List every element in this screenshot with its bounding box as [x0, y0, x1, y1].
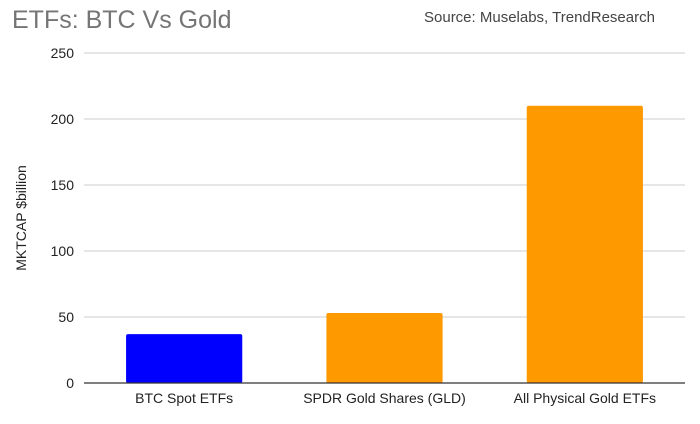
bars: [126, 105, 643, 384]
x-category-label: All Physical Gold ETFs: [514, 390, 656, 406]
y-tick-label: 0: [66, 375, 74, 391]
y-tick-label: 50: [58, 309, 74, 325]
y-tick-label: 100: [51, 243, 75, 259]
x-category-label: SPDR Gold Shares (GLD): [303, 390, 466, 406]
bar: [126, 334, 243, 383]
chart-source: Source: Muselabs, TrendResearch: [424, 9, 655, 26]
y-axis-ticks: 0 50 100 150 200 250: [51, 45, 75, 391]
y-tick-label: 150: [51, 177, 75, 193]
x-axis-categories: BTC Spot ETFs SPDR Gold Shares (GLD) All P…: [135, 390, 656, 406]
bar: [326, 313, 443, 383]
chart-title: ETFs: BTC Vs Gold: [12, 6, 231, 34]
bar: [526, 105, 643, 384]
y-axis-label: MKTCAP $billion: [13, 165, 29, 271]
y-tick-label: 250: [51, 45, 75, 61]
y-tick-label: 200: [51, 111, 75, 127]
x-category-label: BTC Spot ETFs: [135, 390, 233, 406]
